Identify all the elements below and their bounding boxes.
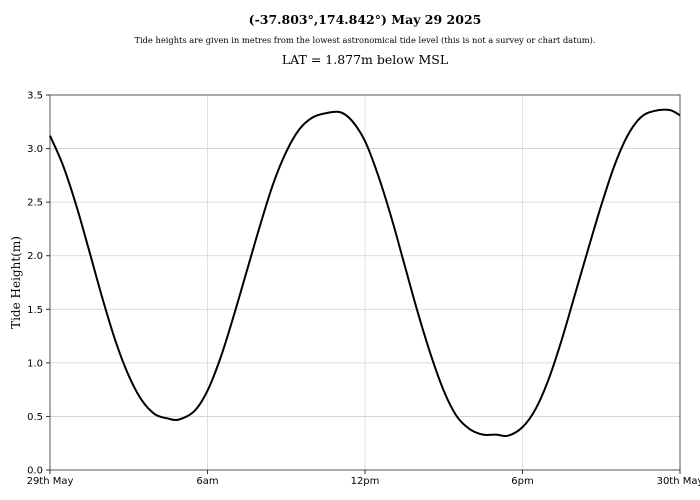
chart-subtitle: Tide heights are given in metres from th… bbox=[134, 35, 596, 45]
grid bbox=[50, 95, 680, 470]
y-tick-label: 2.0 bbox=[27, 251, 43, 262]
y-tick-label: 0.0 bbox=[27, 466, 43, 477]
tide-height-line bbox=[49, 108, 681, 438]
y-axis-label: Tide Height(m) bbox=[9, 236, 23, 329]
axis-ticks: 0.0 0.5 1.0 1.5 2.0 2.5 3.0 3.5 29th May 6am 12pm 6… bbox=[27, 91, 700, 488]
lat-note: LAT = 1.877m below MSL bbox=[281, 52, 449, 67]
x-tick-label: 29th May bbox=[27, 476, 74, 487]
y-tick-label: 1.5 bbox=[27, 305, 43, 316]
y-tick-label: 3.0 bbox=[27, 144, 43, 155]
series-layer bbox=[49, 108, 681, 438]
x-tick-label: 6am bbox=[196, 476, 218, 487]
x-tick-label: 12pm bbox=[351, 476, 380, 487]
x-tick-label: 6pm bbox=[511, 476, 533, 487]
y-tick-label: 0.5 bbox=[27, 412, 43, 423]
y-tick-label: 3.5 bbox=[27, 91, 43, 102]
y-tick-label: 1.0 bbox=[27, 358, 43, 369]
y-tick-label: 2.5 bbox=[27, 198, 43, 209]
x-tick-label: 30th May bbox=[657, 476, 700, 487]
chart-title: (-37.803°,174.842°) May 29 2025 bbox=[248, 12, 482, 27]
